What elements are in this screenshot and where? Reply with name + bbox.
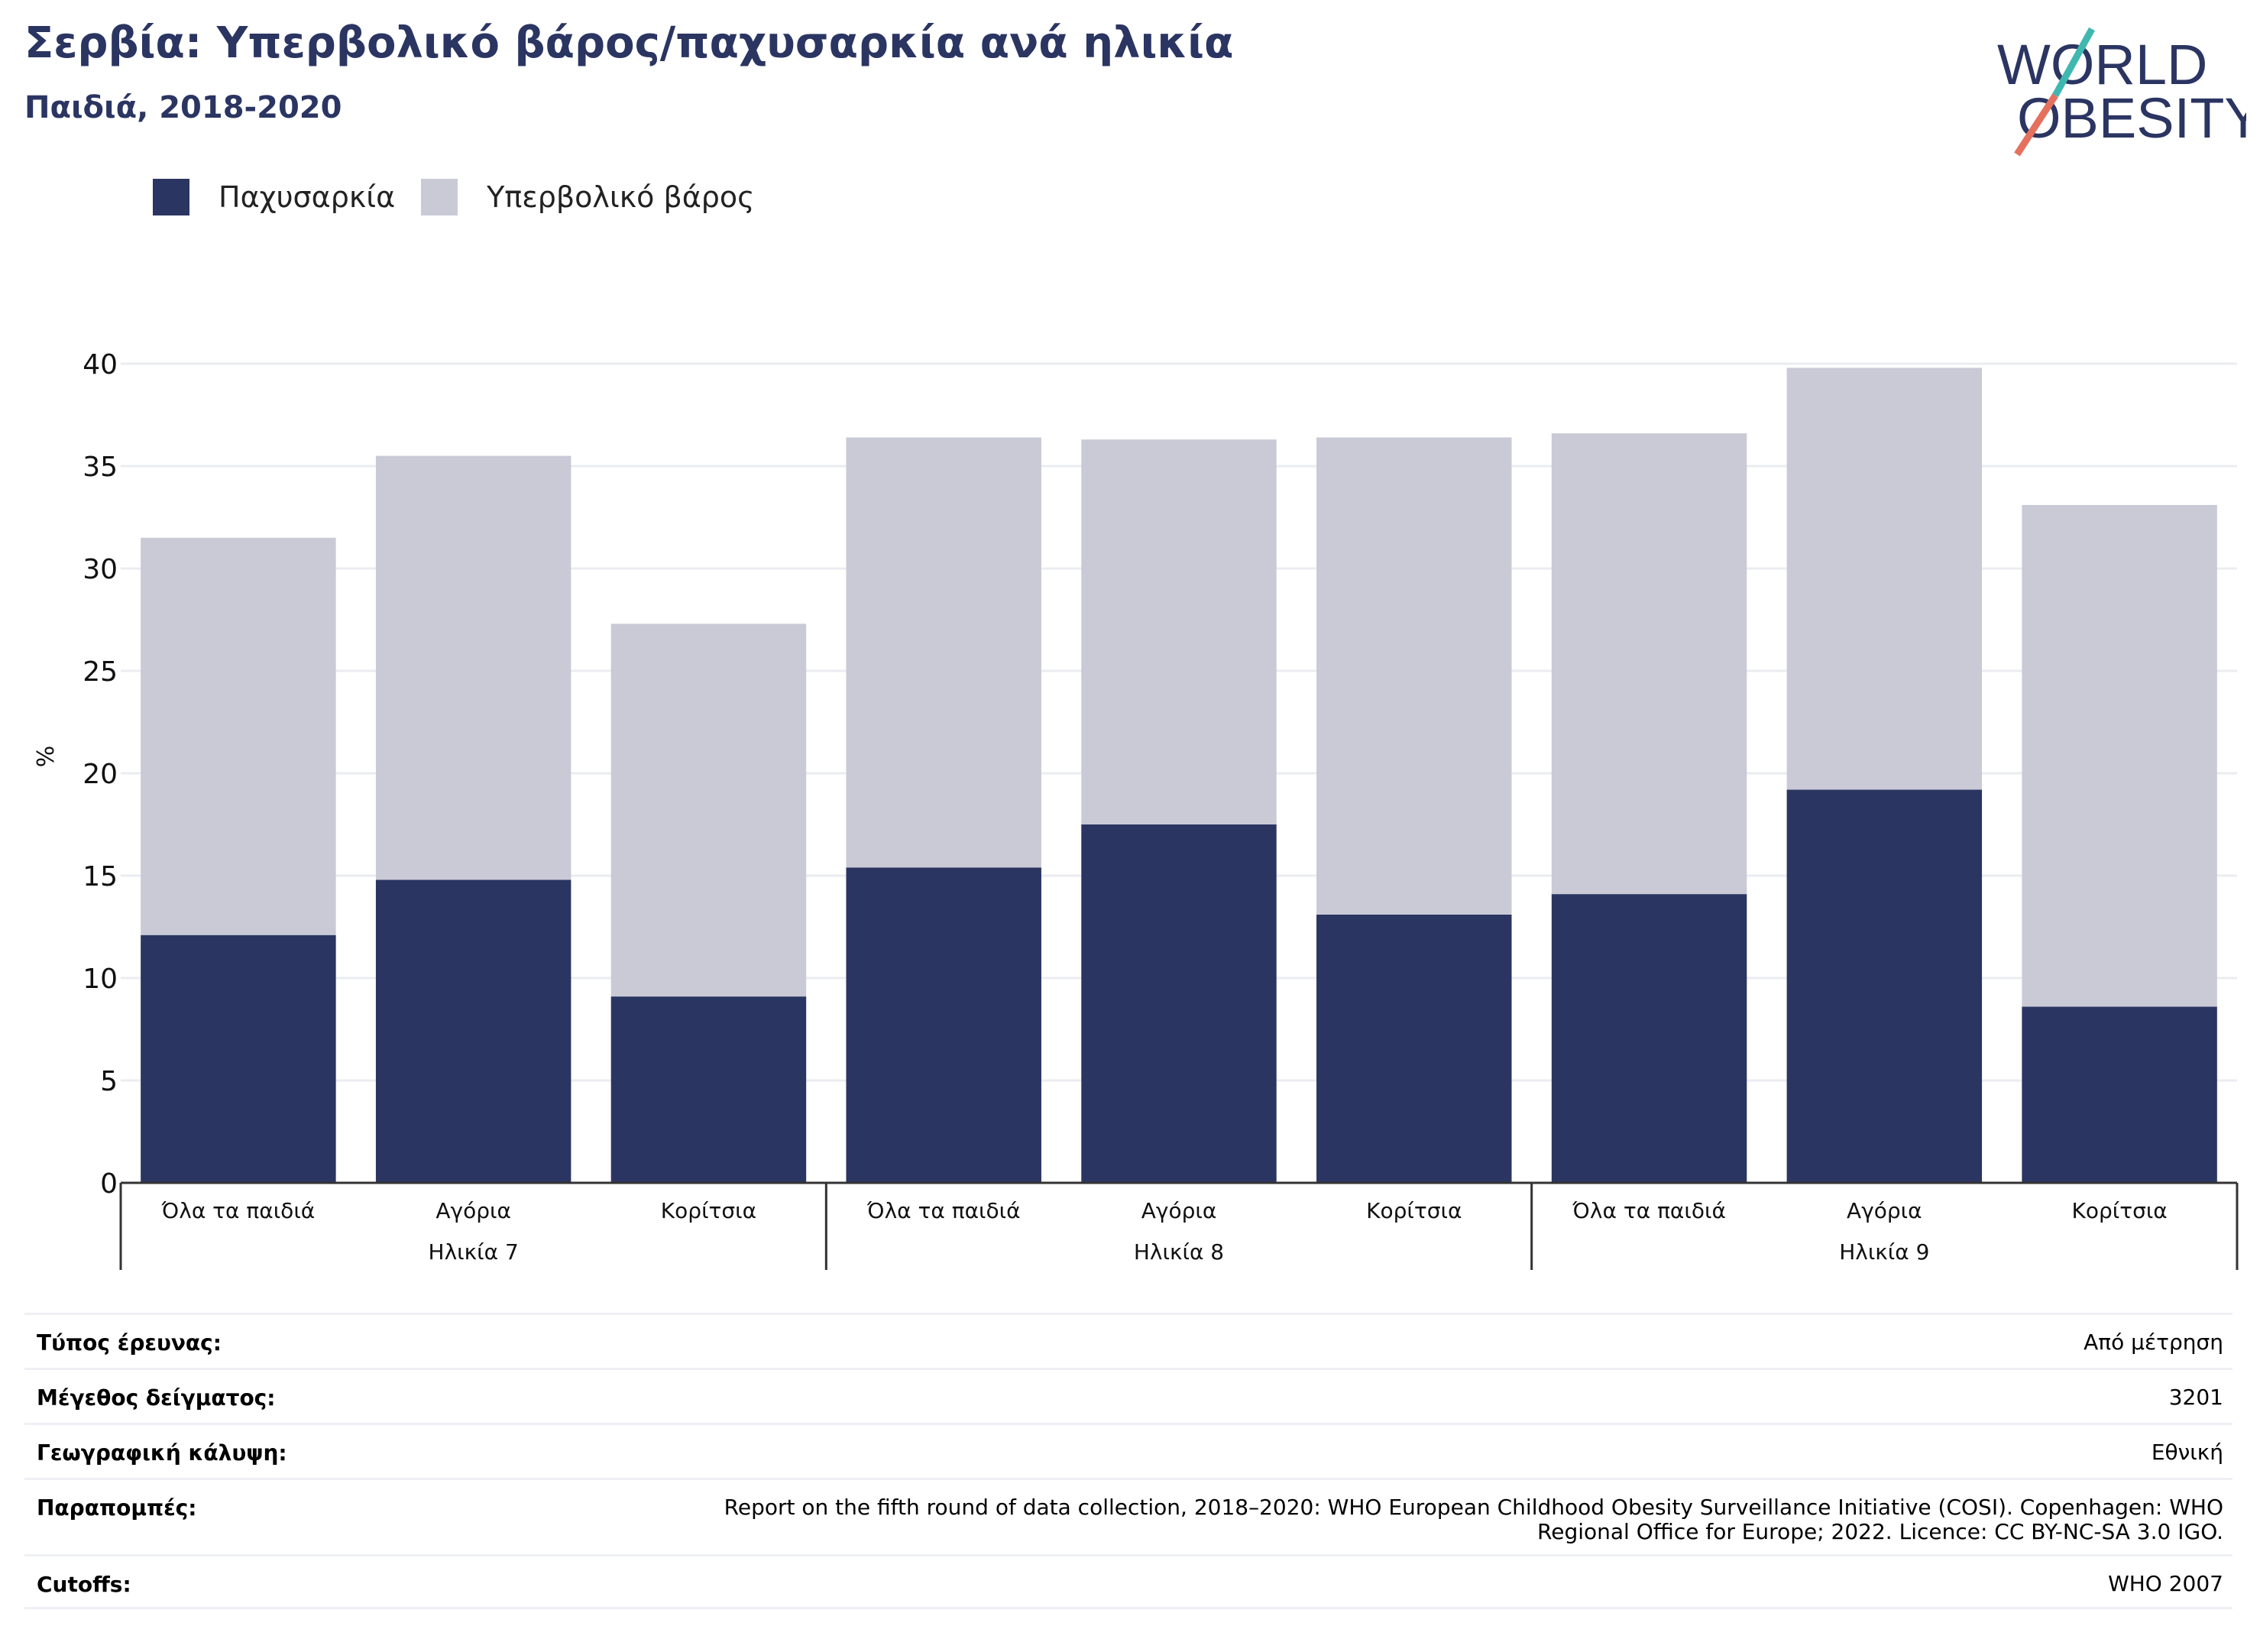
world-obesity-logo: WORLD OBESITY (1997, 27, 2246, 157)
x-tick-label: Αγόρια (435, 1198, 511, 1223)
bar-overweight (1081, 439, 1277, 824)
stacked-bar-chart: 0 5 10 15 20 25 30 35 40% Όλα τα παιδιά Αγόρια Κορί… (33, 349, 2239, 1270)
y-axis-label: % (33, 746, 60, 768)
group-label: Ηλικία 9 (1839, 1239, 1929, 1265)
x-tick-label: Κορίτσια (661, 1198, 756, 1223)
x-tick-label: Όλα τα παιδιά (161, 1198, 316, 1223)
x-tick-label: Όλα τα παιδιά (1572, 1198, 1726, 1223)
legend-item-0: Παχυσαρκία (153, 179, 395, 215)
bar-obesity (846, 867, 1041, 1183)
y-tick-label: 35 (83, 452, 118, 483)
bar-obesity (1551, 894, 1747, 1183)
y-tick-label: 10 (83, 964, 118, 995)
x-tick-label: Αγόρια (1141, 1198, 1217, 1223)
x-tick-label: Κορίτσια (2071, 1198, 2167, 1223)
x-tick-label: Όλα τα παιδιά (866, 1198, 1021, 1223)
bar-obesity (1316, 914, 1512, 1183)
meta-value: Από μέτρηση (2084, 1330, 2223, 1355)
bar-overweight (846, 437, 1041, 868)
bar-overweight (2022, 504, 2217, 1007)
y-tick-label: 15 (83, 861, 118, 892)
meta-value: Εθνική (2151, 1440, 2223, 1465)
meta-row: Cutoffs: WHO 2007 (24, 1554, 2232, 1609)
meta-label: Παραπομπές: (37, 1495, 197, 1521)
bar-obesity (2022, 1006, 2217, 1183)
meta-label: Μέγεθος δείγματος: (37, 1385, 276, 1411)
x-tick-label: Αγόρια (1847, 1198, 1922, 1223)
legend-label: Παχυσαρκία (219, 180, 396, 214)
bar-overweight (1316, 437, 1512, 915)
bar-overweight (375, 455, 571, 880)
meta-row: Μέγεθος δείγματος: 3201 (24, 1368, 2232, 1423)
legend-swatch (421, 179, 458, 215)
y-tick-label: 40 (83, 349, 118, 381)
logo-line1: WORLD (1997, 33, 2207, 96)
meta-value: Report on the fifth round of data collec… (724, 1495, 2223, 1544)
bar-overweight (610, 624, 807, 997)
survey-info-table: Τύπος έρευνας: Από μέτρηση Μέγεθος δείγματ… (24, 1313, 2232, 1609)
meta-row: Γεωγραφική κάλυψη: Εθνική (24, 1423, 2232, 1478)
y-tick-label: 20 (83, 759, 118, 790)
group-label: Ηλικία 7 (429, 1239, 519, 1265)
bar-obesity (375, 879, 571, 1183)
meta-value: WHO 2007 (2108, 1571, 2223, 1596)
meta-label: Cutoffs: (37, 1572, 131, 1597)
group-label: Ηλικία 8 (1134, 1239, 1224, 1265)
x-tick-label: Κορίτσια (1366, 1198, 1462, 1223)
bar-obesity (141, 935, 336, 1183)
bar-obesity (1786, 789, 1983, 1183)
meta-value: 3201 (2168, 1385, 2223, 1410)
bar-overweight (1786, 368, 1983, 790)
y-tick-label: 0 (100, 1168, 118, 1200)
legend-label: Υπερβολικό βάρος (487, 180, 755, 214)
logo-slash-bottom (2014, 93, 2058, 157)
chart-title: Σερβία: Υπερβολικό βάρος/παχυσαρκία ανά … (24, 18, 1234, 68)
legend-item-1: Υπερβολικό βάρος (421, 179, 754, 215)
bar-obesity (1081, 824, 1277, 1183)
meta-row: Τύπος έρευνας: Από μέτρηση (24, 1313, 2232, 1368)
legend-swatch (153, 179, 189, 215)
bar-overweight (141, 537, 336, 935)
y-tick-label: 30 (83, 554, 118, 585)
bar-overweight (1551, 433, 1747, 895)
y-tick-label: 25 (83, 656, 118, 688)
bar-obesity (610, 996, 807, 1183)
chart-legend: Παχυσαρκία Υπερβολικό βάρος (153, 174, 780, 220)
y-tick-label: 5 (100, 1066, 118, 1097)
meta-label: Τύπος έρευνας: (37, 1330, 222, 1356)
meta-label: Γεωγραφική κάλυψη: (37, 1440, 287, 1466)
meta-row: Παραπομπές: Report on the fifth round of … (24, 1478, 2232, 1554)
chart-subtitle: Παιδιά, 2018-2020 (24, 90, 342, 125)
meta-value-line: Regional Office for Europe; 2022. Licenc… (1537, 1519, 2223, 1544)
meta-value-line: Report on the fifth round of data collec… (724, 1495, 2223, 1520)
logo-slash-top (2052, 27, 2095, 98)
